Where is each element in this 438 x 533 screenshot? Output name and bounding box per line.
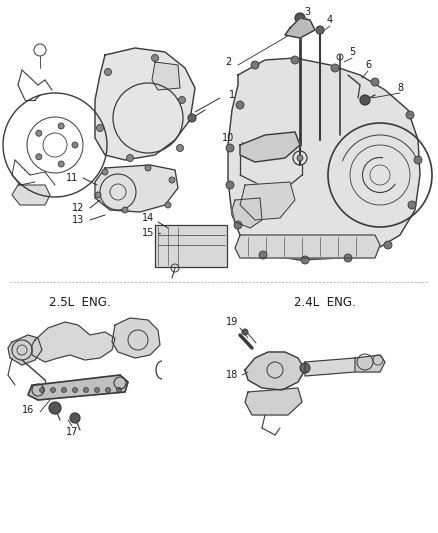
Polygon shape [305,358,358,376]
Circle shape [295,13,305,23]
Circle shape [106,387,110,392]
Text: 16: 16 [22,405,34,415]
Polygon shape [8,335,42,365]
Circle shape [234,221,242,229]
Circle shape [251,61,259,69]
Text: 2.5L  ENG.: 2.5L ENG. [49,295,111,309]
Circle shape [371,78,379,86]
Circle shape [102,169,108,175]
Circle shape [39,387,45,392]
Circle shape [127,155,134,161]
Text: 1: 1 [229,90,235,100]
Circle shape [165,202,171,208]
Polygon shape [245,388,302,415]
Polygon shape [355,355,385,372]
Polygon shape [232,198,262,228]
Circle shape [226,144,234,152]
Circle shape [50,387,56,392]
Text: 14: 14 [142,213,154,223]
Circle shape [61,387,67,392]
Circle shape [36,154,42,160]
Circle shape [291,56,299,64]
Text: 6: 6 [365,60,371,70]
Circle shape [117,387,121,392]
Circle shape [331,64,339,72]
Circle shape [96,125,103,132]
Text: 11: 11 [66,173,78,183]
Text: 18: 18 [226,370,238,380]
Polygon shape [95,165,178,212]
Polygon shape [95,48,195,160]
Circle shape [360,95,370,105]
Circle shape [316,26,324,34]
Circle shape [49,402,61,414]
Circle shape [406,111,414,119]
Polygon shape [112,318,160,358]
Text: 19: 19 [226,317,238,327]
Text: 4: 4 [327,15,333,25]
Circle shape [58,123,64,129]
Polygon shape [240,182,295,220]
Circle shape [169,177,175,183]
Polygon shape [28,375,128,400]
Text: 12: 12 [72,203,84,213]
Circle shape [36,130,42,136]
Text: 15: 15 [142,228,154,238]
Circle shape [242,329,248,335]
Text: 8: 8 [397,83,403,93]
Circle shape [414,156,422,164]
Circle shape [188,114,196,122]
Circle shape [179,96,186,103]
Polygon shape [245,352,305,390]
Circle shape [84,387,88,392]
Circle shape [236,101,244,109]
Circle shape [259,251,267,259]
Text: 2.4L  ENG.: 2.4L ENG. [294,295,356,309]
Text: 17: 17 [66,427,78,437]
Text: 2: 2 [225,57,231,67]
Circle shape [58,161,64,167]
Circle shape [152,54,159,61]
Text: 5: 5 [349,47,355,57]
Text: 13: 13 [72,215,84,225]
Polygon shape [235,235,380,258]
Circle shape [95,192,101,198]
Circle shape [72,142,78,148]
Polygon shape [12,185,50,205]
Polygon shape [32,322,115,362]
Circle shape [301,256,309,264]
Circle shape [73,387,78,392]
Circle shape [70,413,80,423]
Circle shape [297,155,303,161]
Polygon shape [240,132,300,162]
Circle shape [384,241,392,249]
Circle shape [145,165,151,171]
Polygon shape [152,62,180,90]
Circle shape [408,201,416,209]
Circle shape [300,363,310,373]
Circle shape [95,387,99,392]
Circle shape [105,69,112,76]
Circle shape [226,181,234,189]
FancyBboxPatch shape [155,225,227,267]
Text: 3: 3 [304,7,310,17]
Polygon shape [228,58,420,260]
Circle shape [344,254,352,262]
Polygon shape [285,18,315,38]
Circle shape [177,144,184,151]
Circle shape [122,207,128,213]
Text: 10: 10 [222,133,234,143]
